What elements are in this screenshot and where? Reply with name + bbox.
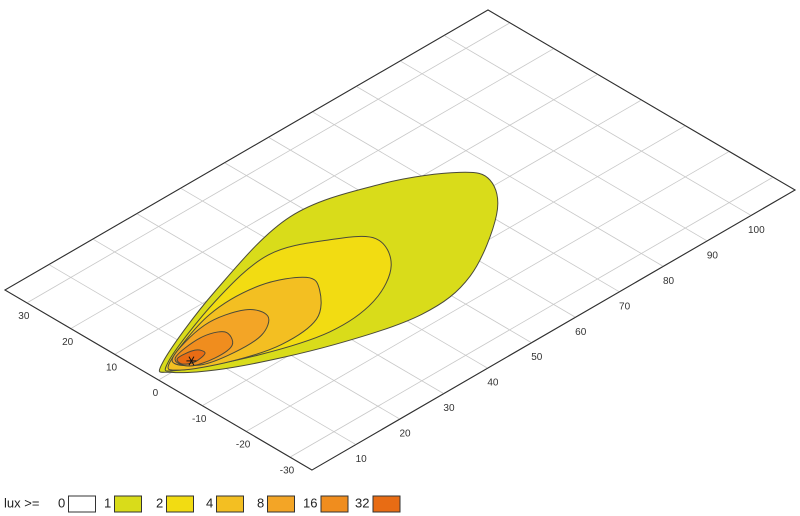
legend-swatch [372, 495, 401, 513]
x-tick-label: 20 [400, 429, 412, 440]
legend-label: 2 [156, 495, 163, 510]
legend-label: 16 [303, 495, 317, 510]
y-tick-label: 30 [18, 311, 30, 322]
legend-label: 1 [104, 495, 111, 510]
plot-frame [4, 9, 796, 471]
x-tick-label: 70 [619, 301, 631, 312]
y-tick-label: -20 [236, 440, 251, 451]
x-tick-label: 90 [707, 250, 719, 261]
legend: lux >= 0 1 2 4 8 16 32 [4, 495, 401, 513]
legend-swatch [114, 495, 142, 513]
legend-label: 32 [355, 495, 369, 510]
legend-label: 0 [58, 495, 65, 510]
x-tick-label: 80 [663, 276, 675, 287]
grid-line [70, 48, 554, 329]
y-tick-label: -10 [192, 414, 207, 425]
legend-swatch [166, 495, 194, 513]
legend-label: 8 [257, 495, 264, 510]
grid-line [26, 22, 511, 304]
grid-line [289, 176, 774, 458]
y-tick-label: 0 [153, 388, 159, 399]
legend-swatch [267, 495, 295, 513]
x-tick-label: 30 [443, 403, 455, 414]
light-source [186, 356, 197, 366]
grid-line [246, 151, 730, 432]
legend-swatch [216, 495, 244, 513]
legend-swatch [68, 495, 96, 513]
y-tick-label: 20 [62, 337, 74, 348]
isolux-contour [176, 349, 206, 365]
legend-label: 4 [206, 495, 213, 510]
x-tick-label: 40 [487, 378, 499, 389]
y-tick-label: -30 [280, 465, 295, 476]
x-tick-label: 10 [356, 454, 368, 465]
x-tick-label: 100 [748, 225, 765, 236]
light-source-stroke [188, 356, 195, 366]
x-tick-label: 60 [575, 327, 587, 338]
legend-title: lux >= [4, 495, 39, 510]
x-tick-label: 50 [531, 352, 543, 363]
y-tick-label: 10 [106, 362, 118, 373]
legend-swatch [320, 495, 349, 513]
